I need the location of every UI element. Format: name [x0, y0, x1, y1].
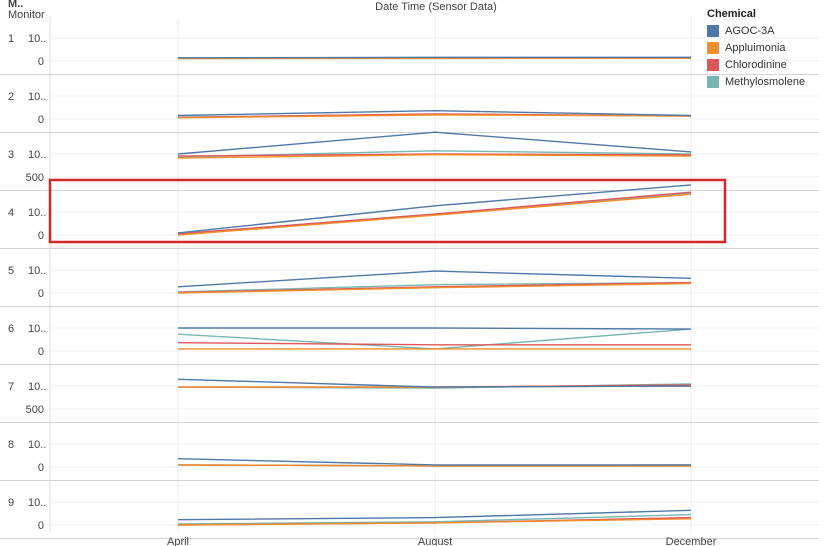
y-tick-label: 10.. — [28, 497, 46, 509]
y-tick-label: 10.. — [28, 33, 46, 45]
legend-swatch — [707, 24, 719, 37]
monitor-label: 5 — [8, 265, 14, 277]
highlight-box — [48, 178, 727, 244]
legend-item-chlorodinine[interactable]: Chlorodinine — [707, 56, 805, 73]
x-axis: April August December — [167, 536, 717, 546]
y-tick-label: 10.. — [28, 381, 46, 393]
y-tick-label: 10.. — [28, 91, 46, 103]
legend-label: Chlorodinine — [725, 58, 787, 71]
monitor-label: 2 — [8, 91, 14, 103]
y-tick-label: 10.. — [28, 265, 46, 277]
monitor-label: 6 — [8, 323, 14, 335]
monitor-label: 9 — [8, 497, 14, 509]
monitor-label: 7 — [8, 381, 14, 393]
series-line-chlorodinine — [177, 342, 691, 346]
series-line-appluimonia — [177, 153, 692, 159]
row-header: Monitor — [8, 9, 45, 21]
series-line-appluimonia — [177, 193, 692, 236]
x-tick-label: August — [418, 536, 452, 546]
series-line-methylosmolene — [177, 513, 692, 525]
y-tick-label: 500 — [26, 404, 44, 416]
y-tick-label: 0 — [38, 346, 44, 358]
y-tick-label: 0 — [38, 56, 44, 68]
series-line-appluimonia — [177, 282, 692, 294]
series-line-agoc-3a — [177, 109, 692, 117]
series-line-agoc-3a — [177, 184, 692, 234]
y-tick-label: 0 — [38, 114, 44, 126]
series-line-chlorodinine — [177, 153, 692, 157]
legend-item-agoc-3a[interactable]: AGOC-3A — [707, 22, 805, 39]
series-line-agoc-3a — [177, 270, 692, 288]
legend-item-methylosmolene[interactable]: Methylosmolene — [707, 73, 805, 90]
series-line-chlorodinine — [177, 191, 692, 235]
legend-label: Appluimonia — [725, 41, 786, 54]
monitor-label: 8 — [8, 439, 14, 451]
monitor-label: 3 — [8, 149, 14, 161]
y-tick-label: 10.. — [28, 149, 46, 161]
y-tick-label: 0 — [38, 230, 44, 242]
y-tick-label: 500 — [26, 172, 44, 184]
legend-label: Methylosmolene — [725, 75, 806, 88]
series-line-appluimonia — [177, 57, 692, 60]
legend-swatch — [707, 75, 719, 88]
y-tick-label: 0 — [38, 288, 44, 300]
y-tick-label: 10.. — [28, 323, 46, 335]
series-line-appluimonia — [177, 518, 692, 526]
legend-label: AGOC-3A — [725, 24, 775, 37]
legend-item-appluimonia[interactable]: Appluimonia — [707, 39, 805, 56]
legend-title: Chemical — [707, 8, 756, 20]
series-line-agoc-3a — [177, 509, 692, 521]
legend-swatch — [707, 41, 719, 54]
row-header-partial: M.. — [8, 0, 23, 10]
series-line-agoc-3a — [177, 378, 692, 388]
series-line-appluimonia — [177, 114, 692, 119]
legend-swatch — [707, 58, 719, 71]
series-line-agoc-3a — [177, 458, 691, 466]
series-line-agoc-3a — [178, 327, 692, 330]
monitor-label: 1 — [8, 33, 14, 45]
legend: Chemical AGOC-3A Appluimonia Chlorodinin… — [707, 8, 805, 90]
series-line-agoc-3a — [177, 131, 692, 155]
y-tick-label: 0 — [38, 520, 44, 532]
y-tick-label: 0 — [38, 462, 44, 474]
monitor-label: 4 — [8, 207, 14, 219]
series-line-agoc-3a — [177, 56, 691, 59]
panel-group: 1 10.. 0 2 10.. 0 3 10.. 500 4 10.. 0 5 10.. 0 6 10.. 0 7 1… — [0, 17, 819, 539]
y-tick-label: 10.. — [28, 439, 46, 451]
y-tick-label: 10.. — [28, 207, 46, 219]
x-tick-label: December — [666, 536, 717, 546]
series-line-appluimonia — [177, 464, 691, 467]
chart-title: Date Time (Sensor Data) — [375, 1, 497, 13]
x-tick-label: April — [167, 536, 189, 546]
